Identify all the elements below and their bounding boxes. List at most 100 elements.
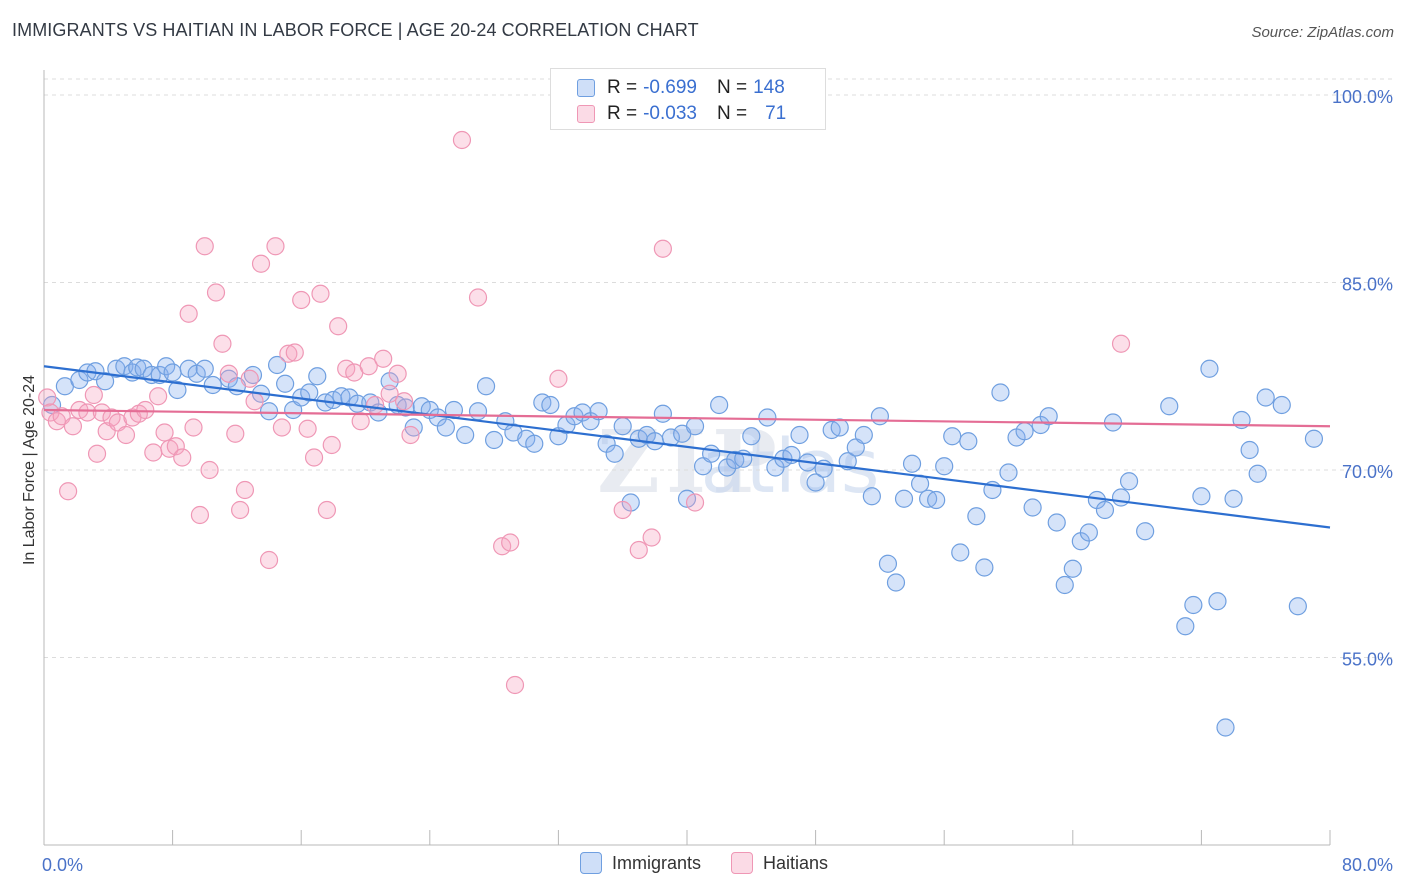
immigrants-point (456, 425, 475, 445)
immigrants-point (267, 355, 287, 375)
immigrants-point (927, 490, 946, 510)
immigrants-point (742, 427, 761, 446)
x-tick-label: 80.0% (1342, 855, 1393, 875)
haitians-points (38, 130, 1131, 695)
haitians-point (259, 550, 279, 570)
immigrants-point (1224, 489, 1243, 508)
immigrants-point (1176, 617, 1195, 636)
immigrants-point (259, 402, 279, 421)
haitians-point (87, 444, 107, 463)
immigrants-point (128, 358, 147, 377)
haitians-point (200, 460, 219, 480)
haitians-point (285, 343, 304, 362)
immigrants-point (203, 375, 222, 395)
axes (43, 70, 1331, 846)
immigrants-point (790, 425, 809, 445)
haitians-point (653, 239, 672, 258)
haitians-point (629, 540, 648, 560)
haitians-point (231, 500, 250, 520)
immigrants-point (862, 487, 881, 506)
immigrants-point (854, 425, 873, 445)
immigrants-point (1208, 592, 1227, 611)
haitians-point (78, 403, 97, 422)
haitians-point (351, 412, 370, 431)
y-tick-label: 100.0% (1332, 87, 1393, 107)
immigrants-point (1111, 488, 1131, 507)
haitians-point (468, 288, 488, 307)
haitians-point (279, 344, 298, 363)
haitians-point (84, 385, 103, 405)
haitians-point (213, 334, 232, 353)
r-label: R = (607, 77, 638, 98)
haitians-point (59, 482, 78, 501)
haitians-point (184, 418, 203, 437)
immigrants-point (485, 430, 504, 450)
haitians-point (63, 417, 83, 436)
immigrants-point (605, 444, 624, 463)
immigrants-point (589, 402, 608, 421)
haitians-point (642, 528, 661, 547)
immigrants-point (1160, 397, 1179, 416)
immigrants-point (870, 407, 890, 426)
haitians-point (190, 505, 210, 525)
haitians-point (549, 369, 568, 388)
immigrants-point (935, 457, 954, 476)
haitians-point (226, 424, 245, 443)
immigrants-point (541, 395, 560, 415)
immigrants-point (1248, 464, 1267, 483)
immigrants-point (661, 428, 681, 447)
haitians-point (251, 254, 271, 273)
immigrants-point (195, 359, 214, 378)
immigrants-point (886, 573, 906, 592)
legend-item-immigrants: Immigrants (580, 852, 701, 874)
immigrants-point (468, 402, 488, 421)
immigrants-point (975, 558, 994, 577)
haitians-point (240, 369, 259, 388)
haitians-point (136, 400, 155, 420)
immigrants-point (436, 418, 455, 437)
y-tick-label: 70.0% (1342, 462, 1393, 482)
haitians-point (166, 437, 185, 456)
immigrants-point (1216, 718, 1235, 737)
haitians-point (401, 425, 420, 445)
immigrants-point (1079, 523, 1098, 542)
n-value: 71 (765, 103, 787, 124)
haitians-point (452, 130, 472, 150)
legend-row-haitians: R = -0.033 N = 71 (577, 102, 786, 126)
immigrants-point (1304, 429, 1324, 448)
immigrants-point (702, 444, 721, 463)
series-legend: Immigrants Haitians (580, 852, 858, 874)
x-tick-label: 0.0% (42, 855, 83, 875)
n-label: N = (716, 103, 748, 124)
immigrants-point (1039, 407, 1058, 426)
immigrants-point (163, 363, 182, 382)
haitians-point (388, 364, 407, 383)
immigrants-point (1055, 575, 1074, 595)
immigrants-point (1288, 597, 1307, 616)
immigrants-point (959, 432, 978, 451)
immigrants-point (1047, 513, 1066, 532)
immigrants-point (1200, 359, 1219, 378)
haitians-point (235, 480, 255, 500)
legend-item-haitians: Haitians (731, 852, 828, 874)
immigrants-point (806, 473, 825, 492)
haitians-point (317, 500, 337, 520)
haitians-point (219, 364, 238, 383)
immigrants-point (276, 374, 295, 393)
immigrants-point (685, 417, 705, 436)
immigrants-point (476, 377, 496, 396)
tick-labels: 55.0% 70.0% 85.0% 100.0% 0.0% 80.0% (42, 87, 1393, 875)
haitians-point (92, 403, 111, 422)
haitians-point (38, 388, 57, 407)
immigrants-point (758, 408, 777, 427)
immigrants-trend-line (43, 365, 1331, 529)
legend-label: Haitians (763, 852, 829, 873)
haitians-point (394, 392, 414, 411)
chart-title: IMMIGRANTS VS HAITIAN IN LABOR FORCE | A… (12, 20, 699, 40)
trend-lines (43, 365, 1331, 529)
haitians-point (206, 283, 226, 302)
haitians-point (173, 448, 192, 467)
haitians-point (179, 304, 198, 323)
immigrants-point (308, 367, 327, 386)
